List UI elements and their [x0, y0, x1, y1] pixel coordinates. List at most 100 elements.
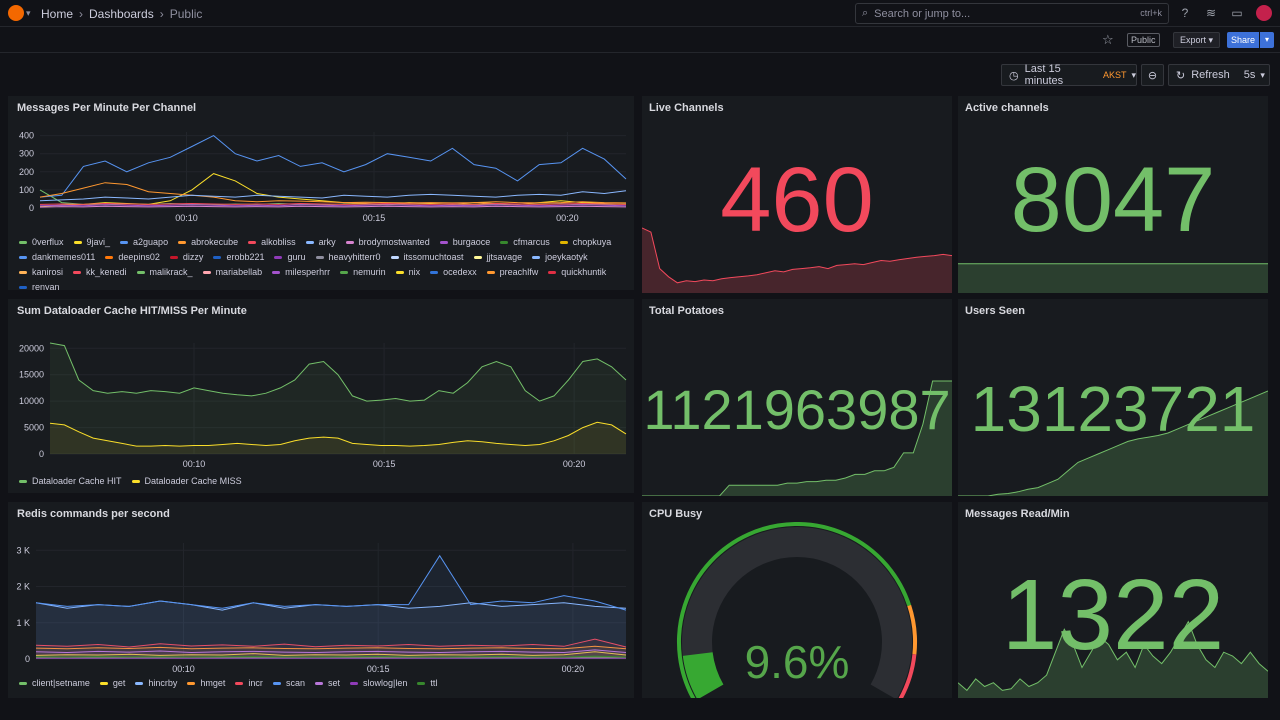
legend-item[interactable]: ocedexx [430, 267, 477, 278]
legend-item[interactable]: get [99, 678, 126, 689]
legend-item[interactable]: dankmemes011 [19, 252, 95, 263]
legend-item[interactable]: chopkuya [559, 237, 611, 248]
legend-item[interactable]: erobb221 [213, 252, 264, 263]
y-tick-label: 300 [19, 149, 34, 159]
panel-title[interactable]: Redis commands per second [17, 508, 170, 520]
legend-label: renyan [32, 282, 60, 290]
chevron-down-icon[interactable]: ▾ [26, 8, 31, 18]
y-tick-label: 400 [19, 131, 34, 141]
share-button[interactable]: Share [1227, 32, 1259, 48]
legend-item[interactable]: milesperhrr [272, 267, 330, 278]
search-input[interactable]: ⌕ Search or jump to... ctrl+k [855, 3, 1169, 24]
legend-item[interactable]: slowlog|len [349, 678, 408, 689]
legend-item[interactable]: preachlfw [486, 267, 538, 278]
refresh-picker[interactable]: ↻ Refresh 5s ▾ [1168, 64, 1270, 86]
legend-swatch [272, 271, 281, 274]
refresh-interval[interactable]: 5s [1243, 69, 1256, 81]
legend-item[interactable]: abrokecube [178, 237, 238, 248]
panel-title[interactable]: Messages Read/Min [965, 508, 1070, 520]
legend-swatch [559, 241, 568, 244]
legend-item[interactable]: 0verflux [19, 237, 64, 248]
legend-item[interactable]: dizzy [169, 252, 203, 263]
legend-swatch [19, 241, 27, 244]
legend-item[interactable]: kanirosi [19, 267, 63, 278]
legend-item[interactable]: nemurin [340, 267, 386, 278]
y-tick-label: 10000 [19, 396, 44, 406]
x-tick-label: 00:15 [367, 664, 390, 674]
legend-item[interactable]: 9javi_ [73, 237, 110, 248]
legend-item[interactable]: jjtsavage [473, 252, 522, 263]
legend-item[interactable]: malikrack_ [136, 267, 193, 278]
legend-item[interactable]: client|setname [19, 678, 90, 689]
breadcrumb-home[interactable]: Home [41, 7, 74, 21]
panel-title[interactable]: Users Seen [965, 305, 1025, 317]
legend-item[interactable]: heavyhitterr0 [315, 252, 381, 263]
legend-item[interactable]: mariabellab [202, 267, 262, 278]
panel-title[interactable]: Active channels [965, 102, 1049, 114]
legend-item[interactable]: a2guapo [120, 237, 168, 248]
legend-item[interactable]: burgaoce [439, 237, 491, 248]
panel-title[interactable]: Total Potatoes [649, 305, 724, 317]
legend-item[interactable]: Dataloader Cache HIT [19, 476, 122, 487]
breadcrumb-current: Public [169, 7, 203, 21]
star-icon[interactable]: ☆ [1102, 32, 1114, 47]
public-badge: Public [1127, 33, 1160, 47]
panel-dataloader-cache: Sum Dataloader Cache HIT/MISS Per Minute… [8, 299, 634, 493]
legend-item[interactable]: brodymostwanted [345, 237, 430, 248]
cpu-busy-value: 9.6% [744, 636, 850, 688]
legend-label: kanirosi [32, 267, 64, 277]
gauge-track [682, 527, 912, 698]
zoom-out-button[interactable]: ⊖ [1141, 64, 1164, 86]
legend-item[interactable]: alkobliss [248, 237, 296, 248]
legend-item[interactable]: arky [305, 237, 336, 248]
legend-item[interactable]: quickhuntik [548, 267, 606, 278]
legend-item[interactable]: guru [274, 252, 306, 263]
export-button[interactable]: Export ▾ [1173, 32, 1221, 48]
legend-item[interactable]: hincrby [135, 678, 177, 689]
help-icon[interactable]: ? [1181, 6, 1189, 20]
breadcrumb-dashboards[interactable]: Dashboards [89, 7, 154, 21]
legend-item[interactable]: itssomuchtoast [390, 252, 464, 263]
avatar[interactable] [1256, 5, 1272, 21]
breadcrumb: Home › Dashboards › Public [41, 7, 202, 21]
legend-item[interactable]: incr [235, 678, 263, 689]
legend-item[interactable]: hmget [187, 678, 225, 689]
panel-title[interactable]: Sum Dataloader Cache HIT/MISS Per Minute [17, 305, 247, 317]
kiosk-mode-icon[interactable]: ▭ [1231, 6, 1243, 20]
dataloader-chart: 0 5000 10000 15000 20000 00:10 00:15 00:20 [19, 342, 627, 469]
news-feed-icon[interactable]: ≋ [1205, 6, 1217, 20]
legend-item[interactable]: nix [395, 267, 420, 278]
panel-title[interactable]: CPU Busy [649, 508, 703, 520]
legend-item[interactable]: cfmarcus [500, 237, 550, 248]
legend-swatch [486, 271, 495, 274]
legend-label: set [327, 678, 340, 688]
x-tick-label: 00:20 [563, 459, 586, 469]
legend-label: incr [248, 678, 263, 688]
legend-item[interactable]: kk_kenedi [73, 267, 127, 278]
legend-label: slowlog|len [362, 678, 408, 688]
live-channels-sparkline [642, 227, 952, 293]
grafana-logo-icon[interactable] [8, 5, 24, 21]
refresh-button[interactable]: Refresh [1191, 69, 1230, 81]
legend-swatch [178, 241, 187, 244]
share-dropdown-icon[interactable]: ▾ [1260, 32, 1274, 48]
legend-item[interactable]: deepins02 [105, 252, 160, 263]
legend-item[interactable]: Dataloader Cache MISS [131, 476, 242, 487]
legend-swatch [19, 256, 27, 259]
legend-item[interactable]: joeykaotyk [532, 252, 588, 263]
legend-label: milesperhrr [285, 267, 331, 277]
legend-item[interactable]: scan [272, 678, 305, 689]
legend-item[interactable]: ttl [417, 678, 437, 689]
legend-label: get [112, 678, 126, 688]
legend-item[interactable]: renyan [19, 282, 60, 290]
legend-swatch [390, 256, 399, 259]
legend-label: burgaoce [452, 237, 491, 247]
legend-item[interactable]: set [314, 678, 340, 689]
panel-title[interactable]: Live Channels [649, 102, 724, 114]
legend-label: itssomuchtoast [403, 252, 464, 262]
legend-label: hincrby [148, 678, 178, 688]
time-range-picker[interactable]: ◷ Last 15 minutes AKST ▾ [1001, 63, 1137, 87]
panel-title[interactable]: Messages Per Minute Per Channel [17, 102, 197, 114]
legend-label: brodymostwanted [358, 237, 430, 247]
series-line [35, 655, 627, 658]
